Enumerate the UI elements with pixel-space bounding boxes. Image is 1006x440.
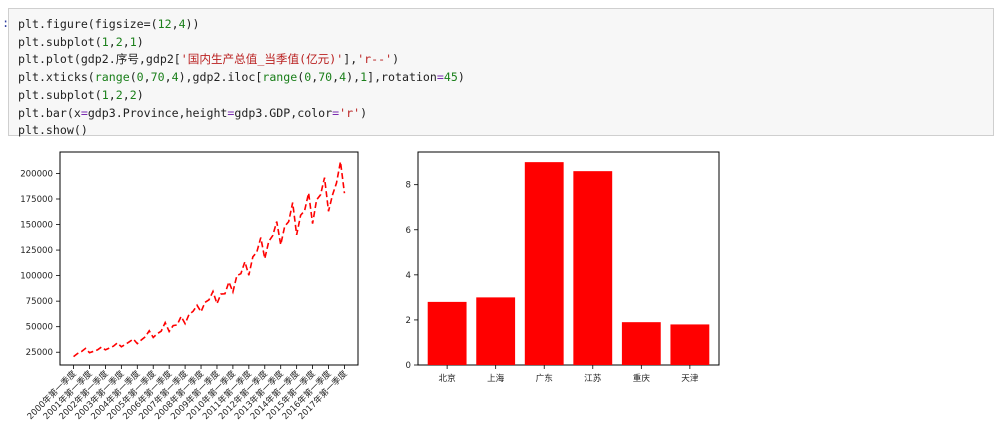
bar (524, 162, 564, 365)
code-token: ),gdp2.iloc[ (178, 70, 263, 85)
x-tick-label: 重庆 (633, 372, 651, 384)
code-token: plt.show() (18, 123, 88, 138)
code-token: , (164, 70, 172, 85)
code-token: 0 (136, 70, 144, 85)
code-token: , (108, 34, 116, 49)
bar-chart-axes (417, 151, 720, 366)
y-tick-label: 6 (406, 226, 411, 236)
code-token: = (80, 105, 88, 120)
code-token: range (94, 70, 130, 85)
code-token: 45 (443, 70, 458, 85)
x-tick-label: 江苏 (584, 372, 602, 384)
y-tick-label: 8 (406, 181, 411, 191)
code-line: plt.figure(figsize=(12,4)) (18, 16, 465, 34)
code-token: ],rotation (367, 70, 437, 85)
code-token: )) (185, 17, 200, 31)
code-token: 2 (115, 87, 123, 102)
code-line: plt.bar(x=gdp3.Province,height=gdp3.GDP,… (18, 105, 465, 123)
bar (427, 301, 467, 365)
bar (476, 297, 516, 365)
code-token: , (122, 87, 130, 102)
y-tick-label: 2 (406, 316, 411, 326)
gdp-line-series (73, 161, 346, 358)
code-token: , (311, 70, 319, 85)
code-token: 1 (129, 34, 137, 49)
y-tick-label: 75000 (26, 297, 53, 307)
code-token: = (227, 105, 235, 120)
y-tick-label: 4 (406, 271, 411, 281)
code-token: plt.subplot( (18, 34, 102, 49)
code-token: 'r' (339, 105, 361, 120)
code-token: 70 (150, 70, 165, 85)
code-token: ) (392, 52, 400, 67)
x-tick-label: 天津 (681, 373, 699, 384)
x-tick-label: 北京 (439, 372, 457, 384)
y-tick-label: 150000 (20, 221, 53, 231)
code-token: 1 (360, 70, 368, 85)
code-token: gdp3.Province,height (87, 105, 228, 120)
code-token: ) (360, 105, 368, 120)
code-token: 12 (157, 17, 172, 31)
code-token: gdp3.GDP,color (234, 105, 333, 120)
cell-prompt: : (2, 16, 10, 30)
x-tick-label: 上海 (487, 372, 505, 384)
code-token: 4 (178, 17, 186, 31)
code-line: plt.subplot(1,2,2) (18, 87, 465, 105)
code-token: , (108, 87, 116, 102)
code-token: ) (457, 70, 465, 85)
code-token: plt.xticks( (18, 70, 95, 85)
code-line: plt.show() (18, 122, 465, 140)
code-token: , (143, 70, 151, 85)
code-token: plt.bar(x (18, 105, 81, 120)
code-token: = (436, 70, 444, 85)
y-tick-label: 200000 (20, 169, 53, 179)
code-token: range (262, 70, 298, 85)
code-line: plt.subplot(1,2,1) (18, 34, 465, 52)
bar (621, 322, 661, 365)
code-token: 0 (304, 70, 312, 85)
code-line: plt.xticks(range(0,70,4),gdp2.iloc[range… (18, 69, 465, 87)
code-line: plt.plot(gdp2.序号,gdp2['国内生产总值_当季值(亿元)'],… (18, 51, 465, 69)
code-token: ) (136, 34, 144, 49)
code-token: 4 (339, 70, 347, 85)
code-token: 70 (318, 70, 333, 85)
line-chart: 25000 50000 75000 100000 125000 150000 175000 2… (20, 151, 359, 422)
code-token: plt.figure(figsize=( (18, 17, 158, 31)
bar-chart: 0 2 4 6 8 北京 上海 广东 江苏 重庆 天津 (406, 151, 720, 384)
code-token: ), (346, 70, 361, 85)
code-token: = (332, 105, 340, 120)
bar (670, 324, 710, 365)
x-tick-label: 广东 (536, 372, 554, 384)
code-token: plt.plot(gdp2.序号,gdp2[ (18, 52, 181, 67)
y-tick-label: 125000 (20, 246, 53, 256)
code-token: ) (136, 87, 144, 102)
code-token: 2 (115, 34, 123, 49)
code-token: 4 (171, 70, 179, 85)
code-token: ( (129, 70, 137, 85)
y-tick-label: 175000 (20, 195, 53, 205)
code-token: plt.subplot( (18, 87, 102, 102)
code-token: '国内生产总值_当季值(亿元)' (180, 52, 344, 67)
code-token: ], (343, 52, 358, 67)
y-tick-label: 0 (406, 361, 411, 371)
code-token: ( (297, 70, 305, 85)
code-token: 'r--' (357, 52, 393, 67)
code-editor[interactable]: plt.figure(figsize=(12,4)) plt.subplot(1,… (18, 16, 465, 140)
code-token: 1 (101, 87, 109, 102)
code-token: , (171, 17, 179, 31)
y-tick-label: 50000 (26, 323, 53, 333)
code-token: , (332, 70, 340, 85)
output-figure: 25000 50000 75000 100000 125000 150000 175000 2… (20, 151, 720, 422)
code-token: 1 (101, 34, 109, 49)
code-token: 2 (129, 87, 137, 102)
line-chart-axes (59, 151, 359, 366)
bar (573, 171, 613, 365)
y-tick-label: 100000 (20, 272, 53, 282)
code-token: , (122, 34, 130, 49)
y-tick-label: 25000 (26, 348, 53, 358)
code-cell[interactable]: plt.figure(figsize=(12,4)) plt.subplot(1,… (8, 8, 994, 137)
